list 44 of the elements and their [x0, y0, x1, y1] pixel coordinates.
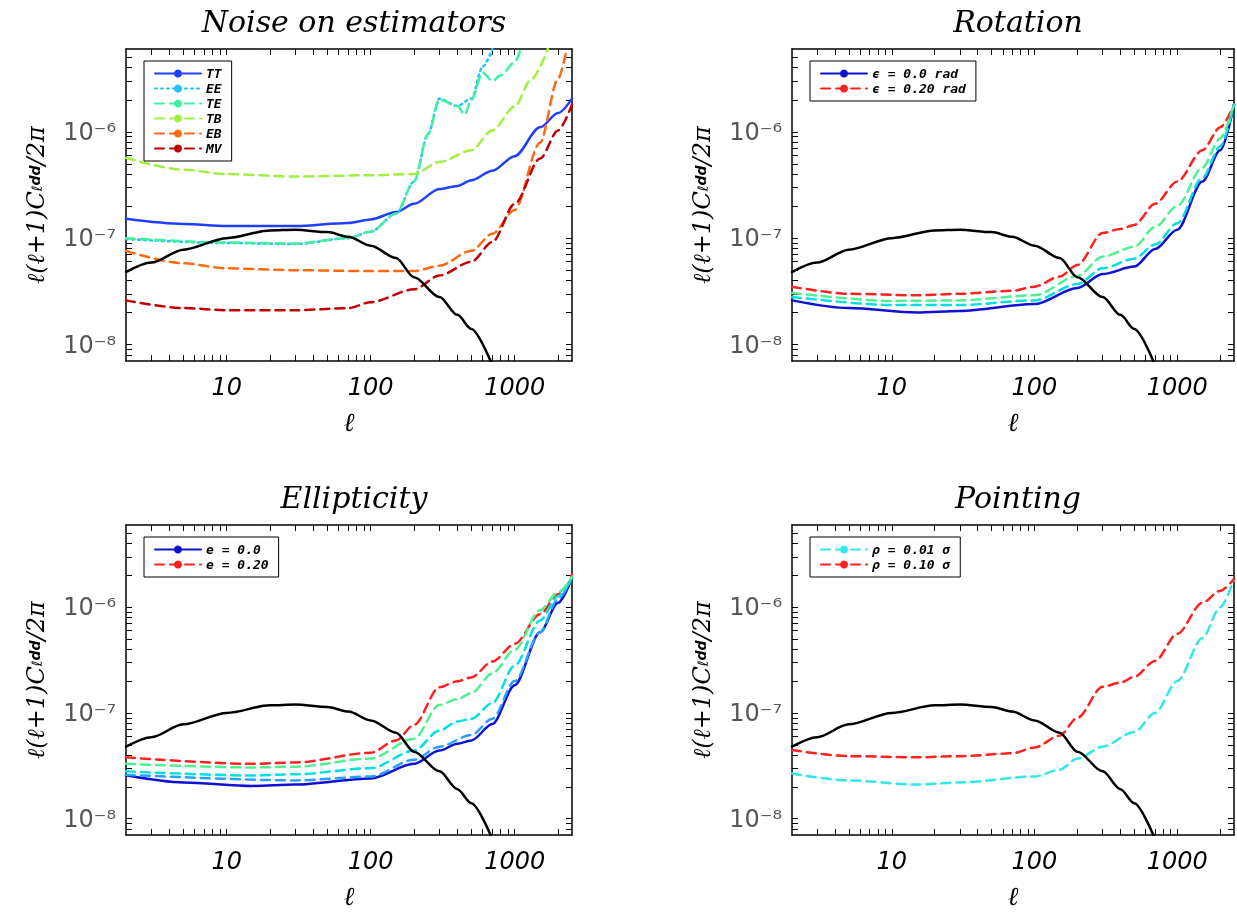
x-tick-label: 10: [876, 847, 908, 875]
x-tick-label: 1000: [1146, 847, 1208, 875]
legend-label: EB: [206, 126, 222, 141]
legend-label: MV: [205, 141, 223, 156]
legend-label: ρ = 0.01 σ: [871, 542, 951, 557]
x-tick-label: 1000: [1146, 373, 1208, 401]
x-tick-label: 10: [211, 847, 242, 875]
y-tick-label: 10⁻⁶: [729, 593, 782, 622]
chart-title: Rotation: [952, 3, 1083, 39]
legend-label: TB: [206, 111, 222, 126]
x-tick-label: 100: [1011, 373, 1058, 401]
y-tick-label: 10⁻⁸: [729, 804, 782, 833]
x-axis-title: ℓ: [343, 407, 355, 437]
y-tick-label: 10⁻⁸: [729, 330, 782, 359]
x-tick-label: 100: [1011, 847, 1058, 875]
x-tick-label: 100: [347, 847, 394, 875]
y-tick-label: 10⁻⁶: [729, 117, 782, 146]
legend-label: TT: [206, 66, 223, 81]
y-tick-label: 10⁻⁸: [63, 330, 116, 359]
x-tick-label: 1000: [484, 847, 546, 875]
y-tick-label: 10⁻⁸: [63, 804, 116, 833]
chart-title: Ellipticity: [279, 479, 429, 515]
y-tick-label: 10⁻⁷: [729, 224, 782, 253]
x-axis-title: ℓ: [1007, 881, 1019, 911]
legend-label: e = 0.20: [206, 557, 269, 572]
x-tick-label: 1000: [484, 373, 546, 401]
y-tick-label: 10⁻⁶: [63, 593, 116, 622]
y-tick-label: 10⁻⁷: [63, 224, 116, 253]
x-axis-title: ℓ: [1007, 407, 1019, 437]
legend-label: ϵ = 0.0 rad: [872, 66, 960, 81]
chart-title: Pointing: [953, 479, 1082, 515]
chart-title: Noise on estimators: [200, 3, 507, 39]
x-axis-title: ℓ: [343, 881, 355, 911]
x-tick-label: 10: [211, 373, 242, 401]
legend-label: ϵ = 0.20 rad: [872, 81, 968, 96]
legend-label: TE: [206, 96, 222, 111]
y-tick-label: 10⁻⁷: [63, 698, 116, 727]
legend-label: e = 0.0: [206, 542, 261, 557]
y-tick-label: 10⁻⁶: [63, 117, 116, 146]
x-tick-label: 10: [876, 373, 908, 401]
x-tick-label: 100: [347, 373, 394, 401]
legend-label: ρ = 0.10 σ: [871, 557, 951, 572]
legend-label: EE: [206, 81, 222, 96]
y-tick-label: 10⁻⁷: [729, 698, 782, 727]
